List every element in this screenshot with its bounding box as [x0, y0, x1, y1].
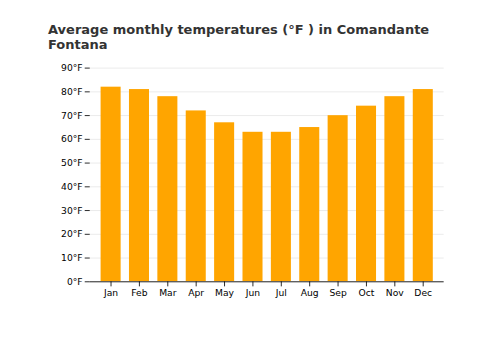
svg-text:30°F: 30°F — [61, 204, 83, 215]
svg-text:Mar: Mar — [159, 287, 177, 298]
svg-text:Dec: Dec — [414, 287, 432, 298]
svg-text:Oct: Oct — [359, 287, 375, 298]
svg-text:Aug: Aug — [301, 287, 319, 298]
html-text:Average monthly temperatures (: Average monthly temperatures (°F ) in Co… — [48, 22, 430, 52]
svg-text:Sep: Sep — [329, 287, 346, 298]
svg-text:80°F: 80°F — [61, 86, 83, 97]
svg-text:Jun: Jun — [245, 287, 261, 298]
svg-text:Jul: Jul — [275, 287, 287, 298]
svg-text:Jan: Jan — [103, 287, 118, 298]
svg-text:May: May — [215, 287, 235, 298]
svg-text:40°F: 40°F — [61, 181, 83, 192]
svg-text:Feb: Feb — [131, 287, 147, 298]
svg-text:10°F: 10°F — [61, 252, 83, 263]
svg-text:50°F: 50°F — [61, 157, 83, 168]
svg-text:Nov: Nov — [386, 287, 404, 298]
svg-text:20°F: 20°F — [61, 228, 83, 239]
svg-text:60°F: 60°F — [61, 133, 83, 144]
svg-text:0°F: 0°F — [67, 276, 83, 287]
svg-text:90°F: 90°F — [61, 62, 83, 73]
svg-text:70°F: 70°F — [61, 110, 83, 121]
svg-text:Apr: Apr — [188, 287, 204, 298]
